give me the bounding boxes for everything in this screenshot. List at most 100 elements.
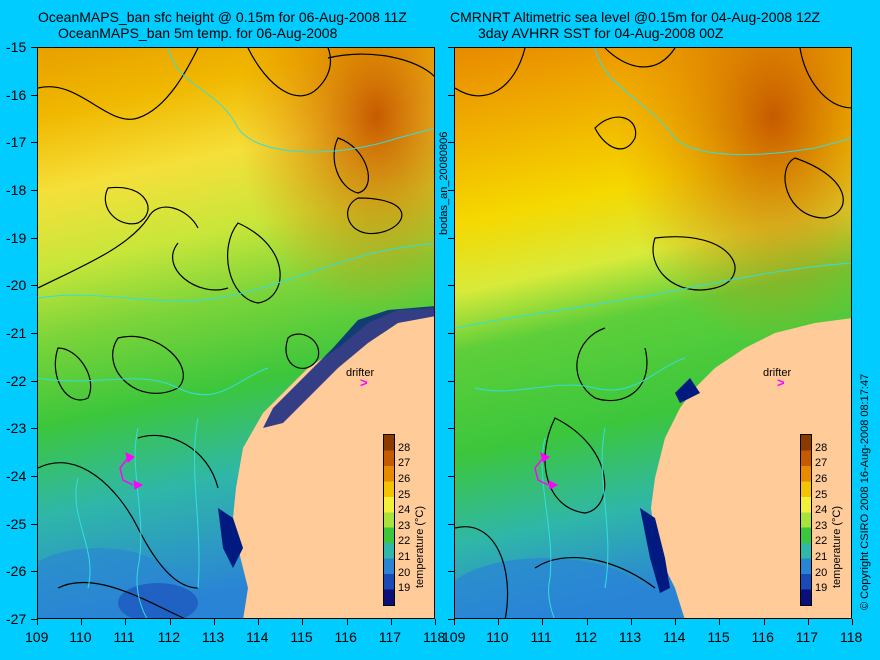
x-tick	[498, 619, 500, 625]
x-tick	[346, 619, 348, 625]
colorbar-tick-label: 21	[398, 551, 411, 564]
x-tick-label: 117	[795, 629, 819, 645]
y-tick	[448, 380, 454, 382]
bay-deep-blue	[218, 508, 243, 568]
colorbar-tick-label: 27	[815, 457, 828, 470]
x-tick	[630, 619, 632, 625]
left-colorbar-title: temperature (°C)	[414, 505, 426, 588]
x-tick	[852, 619, 853, 625]
colorbar-tick-label: 22	[398, 535, 411, 548]
y-tick	[448, 237, 454, 239]
y-tick	[31, 523, 37, 525]
x-tick	[81, 619, 83, 625]
y-tick	[448, 476, 454, 477]
coastal-deep-blue	[675, 378, 700, 403]
x-tick-label: 118	[423, 629, 446, 645]
x-tick-label: 113	[201, 629, 225, 645]
drifter-label: drifter	[763, 367, 792, 379]
y-tick	[31, 285, 37, 287]
bay-deep-blue	[640, 508, 670, 593]
x-tick-label: 115	[290, 629, 313, 645]
colorbar-tick-label: 19	[398, 582, 411, 595]
y-tick	[448, 142, 454, 144]
x-tick-label: 113	[618, 629, 642, 645]
colorbar-tick-label: 21	[815, 551, 828, 564]
left-colorbar	[383, 434, 395, 606]
y-tick	[31, 619, 37, 620]
colorbar-tick-label: 27	[398, 457, 411, 470]
colorbar-tick-label: 23	[815, 519, 828, 532]
x-tick	[675, 619, 677, 625]
isolines	[455, 48, 851, 618]
x-tick-label: 109	[442, 629, 466, 645]
left-map-svg	[38, 48, 434, 618]
x-tick	[586, 619, 588, 625]
isolines	[38, 48, 434, 618]
x-tick	[258, 619, 260, 625]
colorbar-tick-label: 28	[815, 441, 828, 454]
colorbar-tick-label: 24	[398, 504, 411, 517]
y-tick-label: -21	[6, 325, 27, 341]
y-tick	[31, 476, 37, 477]
x-tick	[37, 619, 38, 625]
x-tick	[213, 619, 215, 625]
y-tick	[31, 94, 37, 96]
x-tick	[454, 619, 455, 625]
colorbar-tick-label: 20	[815, 566, 828, 579]
x-tick	[125, 619, 127, 625]
y-tick	[448, 47, 454, 48]
y-tick	[448, 619, 454, 620]
y-tick	[31, 571, 37, 573]
center-run-label: bodas_an_20080806	[438, 131, 450, 235]
y-tick-label: -22	[6, 372, 27, 389]
y-tick	[448, 94, 454, 96]
colorbar-tick-label: 28	[398, 441, 411, 454]
y-tick-label: -16	[6, 86, 27, 103]
x-tick-label: 110	[486, 629, 509, 645]
drifter-marker: >	[777, 375, 785, 390]
colorbar-tick-label: 25	[815, 488, 828, 501]
coastal-deep-blue	[263, 306, 434, 428]
right-title-line2: 3day AVHRR SST for 04-Aug-2008 00Z	[478, 25, 724, 41]
y-tick	[448, 285, 454, 287]
y-tick-label: -27	[6, 611, 27, 627]
y-tick	[448, 571, 454, 573]
drifter-tracks	[119, 452, 144, 490]
x-tick	[390, 619, 392, 625]
left-title-line2: OceanMAPS_ban 5m temp. for 06-Aug-2008	[58, 25, 338, 41]
colorbar-tick-label: 23	[398, 519, 411, 532]
y-tick	[31, 47, 37, 48]
x-tick-label: 116	[751, 629, 774, 645]
y-tick-label: -25	[6, 515, 27, 532]
y-tick	[31, 333, 37, 334]
x-tick-label: 118	[840, 629, 863, 645]
right-colorbar	[800, 434, 812, 606]
y-tick-label: -20	[6, 277, 27, 294]
x-tick	[807, 619, 809, 625]
x-tick-label: 111	[530, 629, 552, 645]
y-tick-label: -19	[6, 229, 27, 246]
colorbar-tick-label: 26	[815, 472, 828, 485]
right-colorbar-title: temperature (°C)	[831, 505, 843, 588]
x-tick	[169, 619, 171, 625]
left-map-panel[interactable]: drifter > 28 27 26 25 24 23 22 21 20 19 temperatu…	[37, 47, 435, 619]
x-tick-label: 110	[69, 629, 92, 645]
x-tick-label: 116	[334, 629, 357, 645]
cool-patch	[455, 558, 645, 618]
x-tick	[542, 619, 544, 625]
x-tick-label: 114	[246, 629, 269, 645]
colorbar-tick-label: 22	[815, 535, 828, 548]
x-tick-label: 114	[663, 629, 686, 645]
right-map-panel[interactable]: drifter > 28 27 26 25 24 23 22 21 20 19 temperatu…	[454, 47, 852, 619]
drifter-tracks	[534, 452, 559, 490]
drifter-label: drifter	[346, 367, 375, 379]
x-tick-label: 109	[25, 629, 49, 645]
x-tick	[302, 619, 304, 625]
contours	[38, 48, 434, 618]
x-tick	[763, 619, 765, 625]
x-tick-label: 115	[707, 629, 730, 645]
y-tick	[448, 523, 454, 525]
y-tick	[31, 142, 37, 144]
y-tick-label: -23	[6, 420, 27, 437]
y-tick	[31, 380, 37, 382]
